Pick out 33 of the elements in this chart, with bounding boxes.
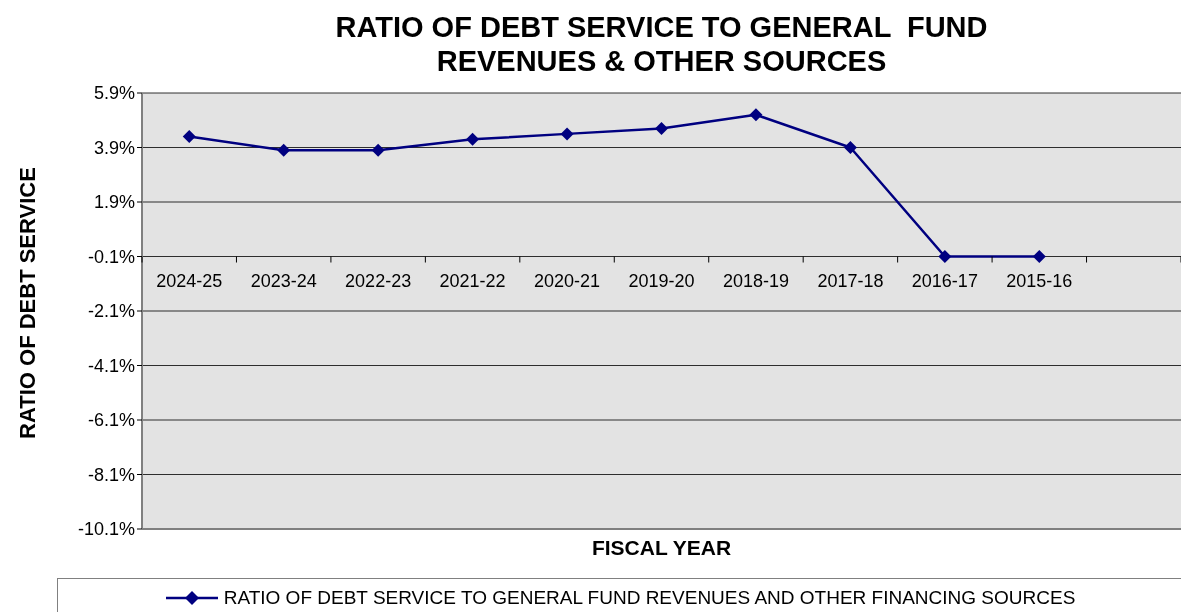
x-tick-label: 2016-17	[911, 270, 978, 291]
point	[560, 127, 574, 141]
x-tick-label: 2022-23	[345, 270, 412, 291]
legend-label: RATIO OF DEBT SERVICE TO GENERAL FUND REVENUES AND OTHER FINANCING SOURCES	[223, 587, 1076, 609]
x-tick-label: 2019-20	[628, 270, 695, 291]
y-tick-label: 5.9%	[93, 83, 135, 104]
y-tick-label: -2.1%	[87, 301, 135, 322]
point	[182, 130, 196, 144]
x-tick-label: 2017-18	[817, 270, 884, 291]
y-tick-label: -0.1%	[87, 246, 135, 267]
point	[655, 121, 668, 135]
x-tick-label: 2018-19	[722, 270, 789, 291]
y-axis-title: RATIO OF DEBT SERVICE	[15, 167, 41, 439]
x-tick-label: 2015-16	[1006, 270, 1073, 291]
x-tick-label: 2020-21	[534, 270, 601, 291]
point	[277, 143, 291, 157]
point	[371, 143, 385, 157]
x-axis-title: FISCAL YEAR	[590, 536, 733, 560]
y-tick-label: -8.1%	[87, 464, 135, 485]
x-tick-label: 2021-22	[439, 270, 506, 291]
point	[843, 141, 857, 154]
x-tick-label: 2023-24	[250, 270, 317, 291]
point	[749, 108, 763, 122]
chart-title: RATIO OF DEBT SERVICE TO GENERAL FUND REVENUES & OTHER SOURCES	[334, 10, 989, 78]
y-tick-label: -6.1%	[87, 410, 135, 431]
y-tick-label: 1.9%	[93, 192, 135, 213]
y-tick-label: 3.9%	[93, 137, 135, 158]
x-tick-label: 2024-25	[156, 270, 223, 291]
point	[1032, 250, 1046, 263]
y-tick-label: -4.1%	[87, 355, 135, 376]
point	[938, 250, 952, 263]
point	[466, 132, 480, 146]
y-tick-label: -10.1%	[77, 519, 135, 540]
